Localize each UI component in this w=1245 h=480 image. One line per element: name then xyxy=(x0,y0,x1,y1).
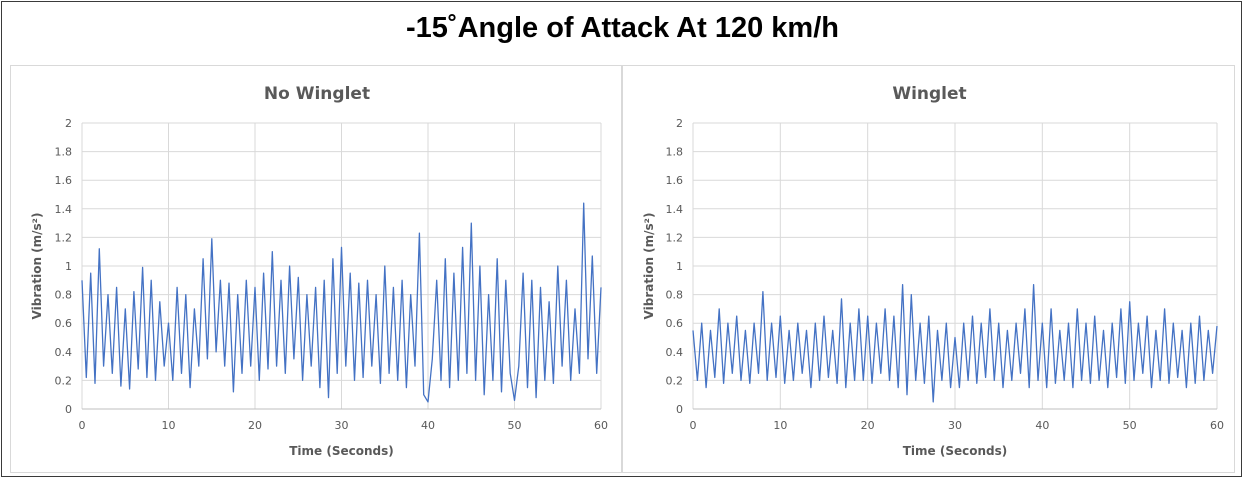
x-tick-label: 0 xyxy=(690,419,697,432)
y-tick-label: 0.6 xyxy=(55,317,73,330)
y-tick-label: 1.4 xyxy=(666,203,684,216)
chart-panel-winglet: Winglet 0 0.2 0.4 0.6 0.8 1 1.2 1.4 1.6 1.8 2 0 10 20 3… xyxy=(622,65,1235,473)
y-tick-label: 0.2 xyxy=(666,374,684,387)
x-tick-label: 20 xyxy=(248,419,262,432)
y-tick-label: 1.2 xyxy=(666,231,684,244)
y-tick-label: 0.8 xyxy=(666,289,684,302)
y-tick-label: 1.2 xyxy=(55,231,73,244)
series-line xyxy=(692,283,1218,403)
y-tick-label: 0.6 xyxy=(666,317,684,330)
x-tick-label: 10 xyxy=(773,419,787,432)
x-axis-label: Time (Seconds) xyxy=(903,444,1008,458)
x-tick-label: 10 xyxy=(162,419,176,432)
chart-title: Winglet xyxy=(892,84,966,104)
x-tick-label: 60 xyxy=(594,419,608,432)
y-tick-label: 1.6 xyxy=(666,174,684,187)
x-tick-label: 0 xyxy=(79,419,86,432)
y-tick-label: 1.8 xyxy=(55,146,73,159)
y-axis-label: Vibration (m/s²) xyxy=(30,213,44,320)
x-tick-label: 40 xyxy=(1035,419,1049,432)
y-tick-label: 0.8 xyxy=(55,289,73,302)
y-tick-label: 1.6 xyxy=(55,174,73,187)
x-tick-label: 20 xyxy=(861,419,875,432)
x-tick-label: 30 xyxy=(335,419,349,432)
chart-title: No Winglet xyxy=(264,84,370,104)
y-tick-label: 0 xyxy=(676,403,683,416)
y-tick-label: 0.4 xyxy=(55,346,73,359)
y-tick-label: 2 xyxy=(65,117,72,130)
y-tick-label: 1 xyxy=(676,260,683,273)
figure-title: -15˚Angle of Attack At 120 km/h xyxy=(406,12,839,44)
y-tick-label: 1.8 xyxy=(666,146,684,159)
y-tick-label: 1.4 xyxy=(55,203,73,216)
chart-panel-no-winglet: No Winglet 0 0.2 0.4 0.6 0.8 1 1.2 1.4 1.6 1.8 2 0 10… xyxy=(10,65,622,473)
x-tick-label: 30 xyxy=(948,419,962,432)
y-tick-label: 0 xyxy=(65,403,72,416)
y-axis-label: Vibration (m/s²) xyxy=(642,213,656,320)
y-tick-label: 2 xyxy=(676,117,683,130)
x-tick-label: 60 xyxy=(1210,419,1224,432)
x-axis-label: Time (Seconds) xyxy=(289,444,394,458)
x-tick-label: 50 xyxy=(508,419,522,432)
y-tick-label: 0.4 xyxy=(666,346,684,359)
y-tick-label: 0.2 xyxy=(55,374,73,387)
series-line xyxy=(81,202,602,403)
y-tick-label: 1 xyxy=(65,260,72,273)
x-tick-label: 50 xyxy=(1123,419,1137,432)
x-tick-label: 40 xyxy=(421,419,435,432)
